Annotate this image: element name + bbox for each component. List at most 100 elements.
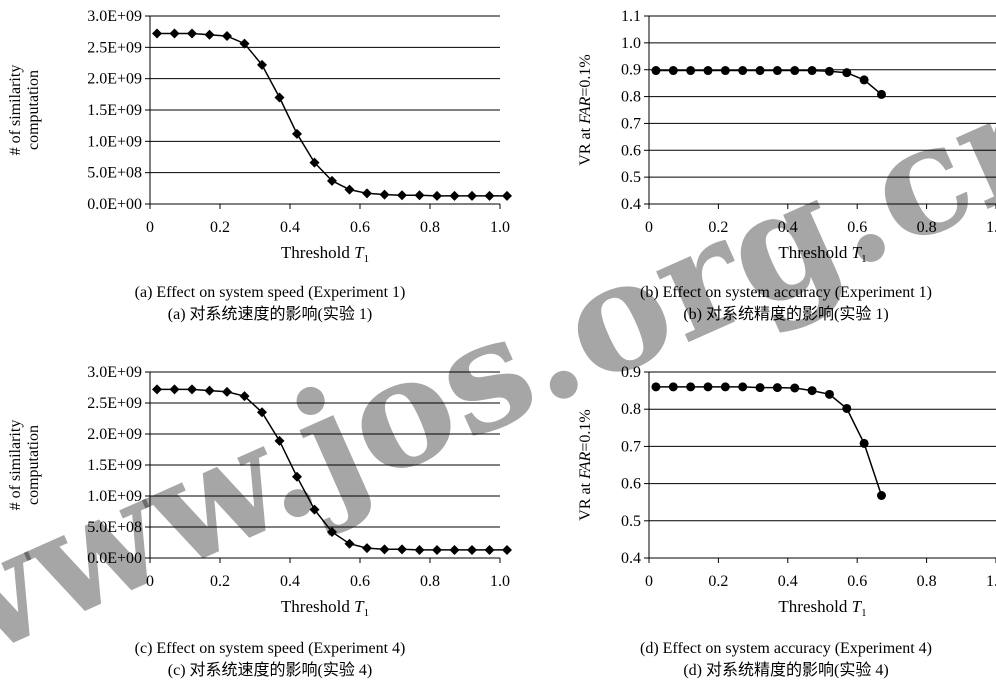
ytick-label-a-5: 2.5E+09 [87,39,142,56]
data-point-d-13 [876,491,886,501]
xtick-label-b-1: 0.2 [708,219,728,236]
chart-a: 0.0E+00 5.0E+08 1.0E+09 1.5E+09 2.0E+09 2.5E+… [7,8,512,265]
data-point-a-14 [397,190,407,201]
xtick-label-d-1: 0.2 [708,573,728,590]
caption-c: (c) Effect on system speed (Experiment 4… [40,638,500,682]
data-point-a-16 [432,190,442,201]
ytick-label-d-3: 0.7 [621,438,641,455]
caption-a-en: (a) Effect on system speed (Experiment 1… [134,284,406,301]
ytick-label-c-6: 3.0E+09 [87,364,142,381]
data-point-a-13 [379,189,390,200]
data-point-d-11 [842,403,852,413]
data-point-a-6 [257,59,267,70]
chart-panel-b: 0.4 0.5 0.6 0.7 0.8 0.9 1.0 1.1 0 0.2 0.4 0.6 0.8 1.0… [560,0,996,278]
chart-panel-c: 0.0E+00 5.0E+08 1.0E+09 1.5E+09 2.0E+09 2.5E+… [0,360,520,630]
data-point-d-9 [807,386,817,396]
data-point-b-3 [703,66,713,76]
data-point-b-2 [686,66,696,76]
chart-b: 0.4 0.5 0.6 0.7 0.8 0.9 1.0 1.1 0 0.2 0.4 0.6 0.8 1.0… [577,8,996,265]
data-point-a-8 [292,128,302,139]
data-point-c-14 [397,544,407,555]
xtick-label-a-2: 0.4 [280,219,300,236]
y-axis-title-b: VR at FAR=0.1% [577,54,594,165]
data-point-a-1 [169,28,180,39]
ytick-label-c-4: 2.0E+09 [87,426,142,443]
xtick-label-d-5: 1.0 [986,573,996,590]
ytick-label-c-5: 2.5E+09 [87,395,142,412]
ytick-label-a-4: 2.0E+09 [87,71,142,88]
xtick-label-b-5: 1.0 [986,219,996,236]
caption-d-zh: (d) 对系统精度的影响(实验 4) [683,662,889,679]
data-point-c-4 [222,386,232,397]
data-point-d-1 [668,382,678,392]
ytick-label-c-1: 5.0E+08 [87,519,142,536]
data-point-c-13 [379,544,390,555]
xtick-label-c-5: 1.0 [490,573,510,590]
data-point-c-2 [187,384,197,395]
caption-d-en: (d) Effect on system accuracy (Experimen… [639,640,933,657]
x-axis-title-b: Threshold T1 [778,243,866,265]
ytick-label-d-1: 0.5 [621,513,641,530]
data-point-c-20 [502,544,512,555]
data-point-d-6 [755,383,765,393]
y-axis-title-d: VR at FAR=0.1% [577,409,594,520]
ytick-label-b-0: 0.4 [621,196,641,213]
xtick-label-c-3: 0.6 [350,573,370,590]
caption-c-en: (c) Effect on system speed (Experiment 4… [134,640,406,657]
ytick-label-b-2: 0.6 [621,142,641,159]
data-point-c-19 [484,544,495,555]
data-point-a-11 [344,184,355,195]
xtick-label-c-4: 0.8 [420,573,440,590]
data-point-d-8 [790,383,800,393]
xtick-label-a-3: 0.6 [350,219,370,236]
ytick-label-d-5: 0.9 [621,364,641,381]
series-line-a [157,32,507,197]
ytick-label-b-4: 0.8 [621,89,641,106]
ytick-label-c-0: 0.0E+00 [87,550,142,567]
data-point-c-6 [257,407,267,418]
data-point-a-15 [414,190,425,201]
data-point-a-19 [484,190,495,201]
data-point-c-11 [344,538,355,549]
y-axis-title-a: # of similaritycomputation [7,65,42,156]
data-point-a-2 [187,28,197,39]
data-point-b-5 [738,66,748,76]
data-point-a-18 [467,190,477,201]
data-point-c-12 [362,543,372,554]
caption-d: (d) Effect on system accuracy (Experimen… [576,638,996,682]
ytick-label-b-6: 1.0 [621,35,641,52]
xtick-label-d-3: 0.6 [847,573,867,590]
xtick-label-c-2: 0.4 [280,573,300,590]
data-point-a-10 [327,175,337,186]
data-point-d-2 [686,382,696,392]
data-point-b-1 [668,66,678,76]
x-axis-title-d: Threshold T1 [778,597,866,619]
caption-b-en: (b) Effect on system accuracy (Experimen… [639,284,933,301]
data-point-d-3 [703,382,713,392]
xtick-label-a-4: 0.8 [420,219,440,236]
data-point-c-17 [449,544,460,555]
chart-panel-d: 0.4 0.5 0.6 0.7 0.8 0.9 0 0.2 0.4 0.6 0.8 1.0 Thresh… [560,360,996,630]
data-point-a-0 [152,28,162,39]
data-point-a-12 [362,188,372,199]
ytick-label-b-3: 0.7 [621,115,641,132]
ytick-label-c-3: 1.5E+09 [87,457,142,474]
data-point-c-8 [292,471,302,482]
data-point-a-4 [222,31,232,42]
ytick-label-b-5: 0.9 [621,62,641,79]
data-point-c-0 [152,384,162,395]
chart-c: 0.0E+00 5.0E+08 1.0E+09 1.5E+09 2.0E+09 2.5E+… [7,364,512,619]
data-point-c-15 [414,544,425,555]
xtick-label-d-0: 0 [645,573,653,590]
xtick-label-c-1: 0.2 [210,573,230,590]
ytick-label-b-7: 1.1 [621,8,641,25]
data-point-c-18 [467,544,477,555]
data-point-c-1 [169,384,180,395]
caption-c-zh: (c) 对系统速度的影响(实验 4) [167,662,373,679]
ytick-label-b-1: 0.5 [621,169,641,186]
caption-a-zh: (a) 对系统速度的影响(实验 1) [167,306,373,323]
data-point-d-12 [859,438,869,448]
data-point-b-12 [859,75,869,85]
xtick-label-a-0: 0 [146,219,154,236]
xtick-label-c-0: 0 [146,573,154,590]
